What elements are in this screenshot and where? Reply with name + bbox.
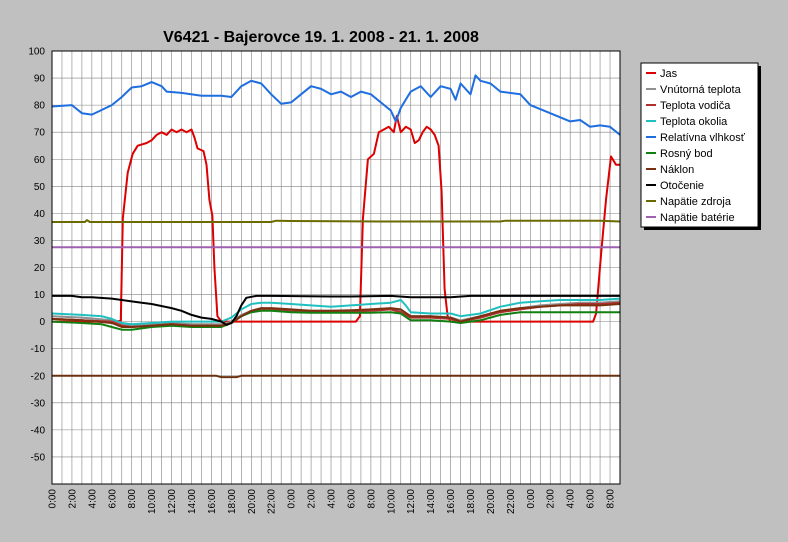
legend-label: Rosný bod (660, 148, 713, 160)
x-tick-label: 4:00 (87, 489, 98, 509)
x-tick-label: 10:00 (147, 489, 158, 514)
y-tick-label: -20 (31, 371, 46, 382)
legend-label: Náklon (660, 164, 694, 176)
series-line-4 (51, 74, 621, 136)
x-tick-label: 4:00 (327, 489, 338, 509)
y-tick-label: 100 (28, 47, 45, 58)
legend-label: Teplota vodiča (660, 100, 731, 112)
grid (52, 51, 620, 484)
x-tick-label: 8:00 (127, 489, 138, 509)
legend-label: Teplota okolia (660, 116, 728, 128)
y-tick-label: 90 (34, 74, 46, 85)
x-tick-label: 18:00 (466, 489, 477, 514)
y-tick-label: 70 (34, 128, 46, 139)
x-tick-label: 14:00 (426, 489, 437, 514)
x-tick-label: 6:00 (107, 489, 118, 509)
x-tick-label: 22:00 (267, 489, 278, 514)
x-tick-label: 2:00 (67, 489, 78, 509)
y-tick-label: -30 (31, 398, 46, 409)
series-line-10 (52, 374, 620, 379)
x-axis-ticks: 0:00 2:00 4:00 6:00 8:00 10:00 12:00 14:00 16:00… (48, 489, 617, 514)
plot-border (51, 50, 621, 485)
series-line-7 (52, 294, 620, 326)
x-tick-label: 20:00 (247, 489, 258, 514)
legend-label: Relatívna vlhkosť (660, 132, 746, 144)
y-tick-label: 80 (34, 101, 46, 112)
y-tick-label: 10 (34, 290, 46, 301)
x-tick-label: 18:00 (227, 489, 238, 514)
legend-label: Napätie batérie (660, 212, 735, 224)
y-tick-label: -40 (31, 425, 46, 436)
legend: Jas Vnútorná teplota Teplota vodiča Teplota… (640, 62, 761, 230)
y-tick-label: -10 (31, 344, 46, 355)
x-tick-label: 10:00 (386, 489, 397, 514)
y-tick-label: 30 (34, 236, 46, 247)
y-tick-label: 20 (34, 263, 46, 274)
x-tick-label: 0:00 (526, 489, 537, 509)
x-tick-label: 0:00 (48, 489, 59, 509)
x-tick-label: 8:00 (366, 489, 377, 509)
chart-title: V6421 - Bajerovce 19. 1. 2008 - 21. 1. 2… (163, 29, 479, 46)
x-tick-label: 14:00 (187, 489, 198, 514)
series-line-5 (51, 309, 620, 331)
y-tick-label: 50 (34, 182, 46, 193)
x-tick-label: 16:00 (446, 489, 457, 514)
legend-label: Napätie zdroja (660, 196, 732, 208)
legend-label: Jas (660, 68, 678, 80)
x-tick-label: 4:00 (566, 489, 577, 509)
series (51, 74, 621, 379)
x-tick-label: 2:00 (546, 489, 557, 509)
x-tick-label: 16:00 (207, 489, 218, 514)
series-line-3 (51, 297, 621, 326)
x-tick-label: 6:00 (586, 489, 597, 509)
x-tick-label: 6:00 (346, 489, 357, 509)
x-tick-label: 12:00 (406, 489, 417, 514)
x-tick-label: 12:00 (167, 489, 178, 514)
x-tick-label: 0:00 (287, 489, 298, 509)
y-tick-label: 60 (34, 155, 46, 166)
legend-label: Vnútorná teplota (660, 84, 742, 96)
y-tick-label: -50 (31, 452, 46, 463)
x-tick-label: 2:00 (307, 489, 318, 509)
series-line-6 (51, 303, 621, 328)
y-tick-label: 40 (34, 209, 46, 220)
x-tick-label: 22:00 (506, 489, 517, 514)
y-tick-label: 0 (39, 317, 45, 328)
x-tick-label: 8:00 (606, 489, 617, 509)
series-line-0 (52, 114, 620, 323)
x-tick-label: 20:00 (486, 489, 497, 514)
legend-label: Otočenie (660, 180, 704, 192)
series-line-8 (52, 219, 621, 223)
